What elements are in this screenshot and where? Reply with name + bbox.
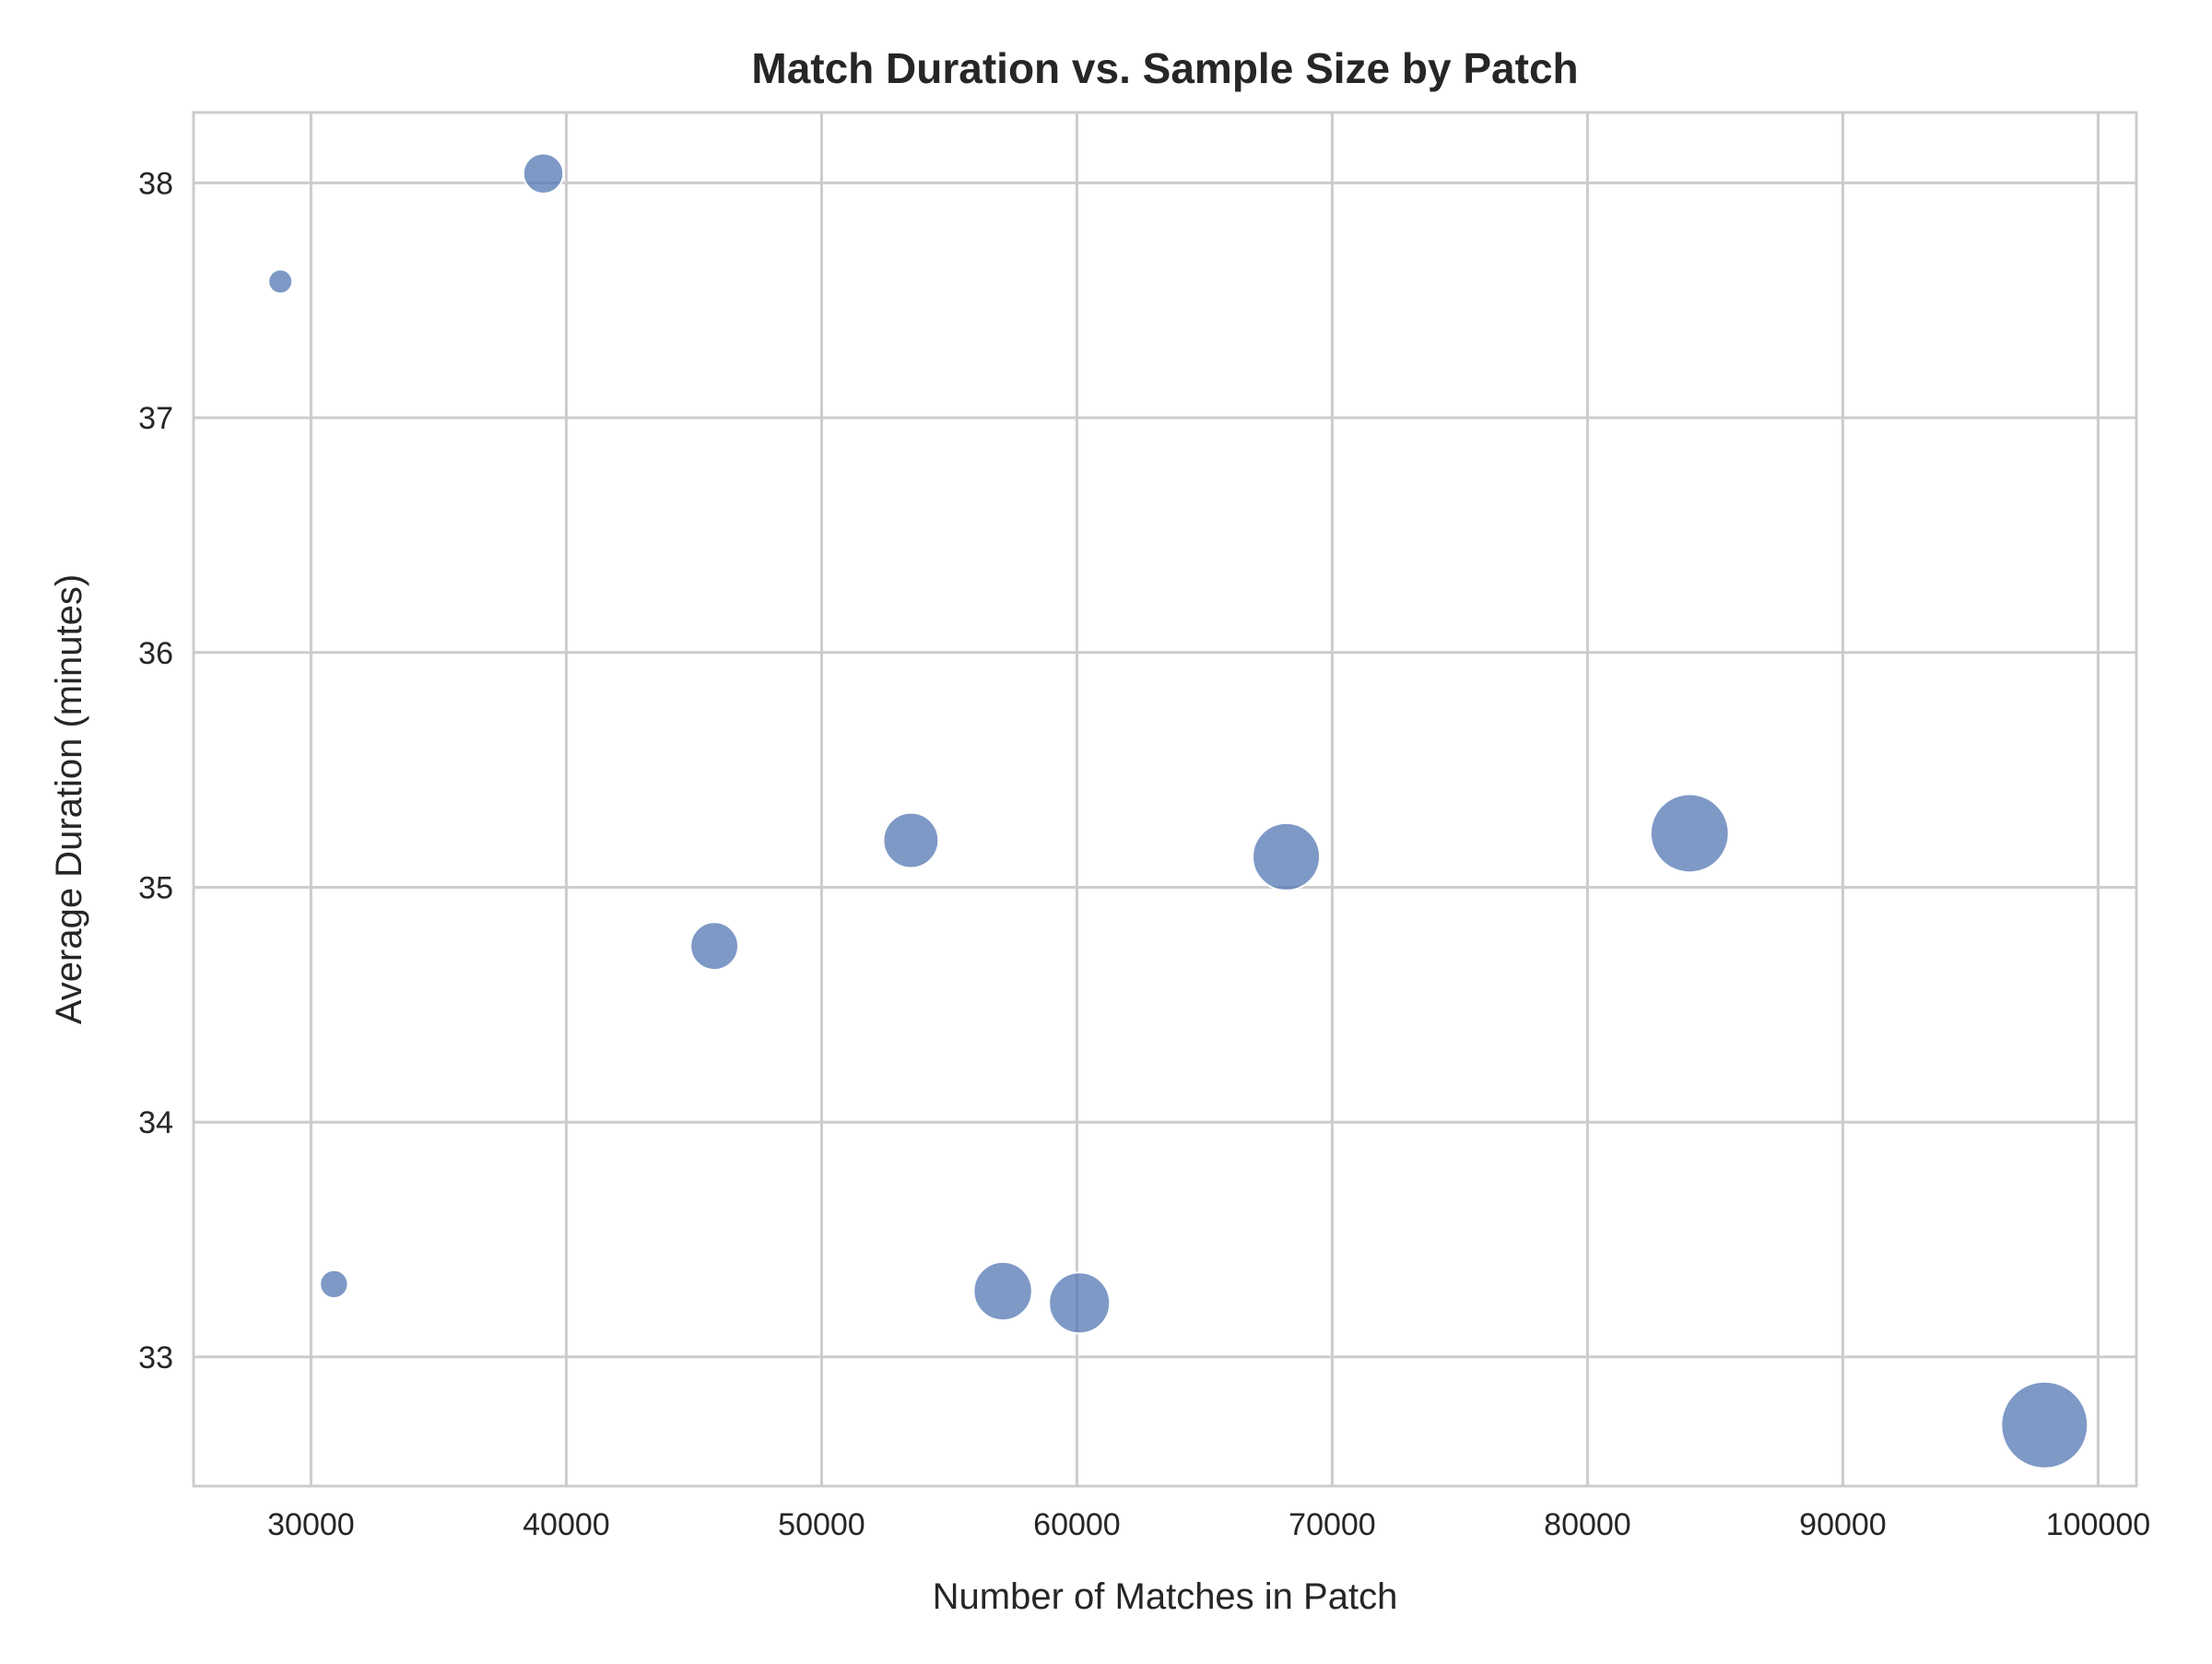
data-point-8 [1649,793,1730,874]
chart-title: Match Duration vs. Sample Size by Patch [751,44,1578,92]
x-tick-label: 80000 [1544,1507,1631,1542]
x-tick-label: 90000 [1799,1507,1887,1542]
data-point-6 [1048,1271,1112,1335]
y-axis-label: Average Duration (minutes) [49,574,89,1024]
x-tick-label: 40000 [523,1507,610,1542]
points-layer [267,152,2089,1469]
y-tick-label: 38 [138,166,173,201]
data-point-4 [882,811,940,869]
y-tick-label: 37 [138,401,173,436]
data-point-9 [2000,1380,2089,1469]
x-tick-label: 60000 [1033,1507,1121,1542]
x-tick-label: 50000 [778,1507,865,1542]
y-tick-label: 35 [138,871,173,906]
data-point-5 [972,1260,1033,1322]
y-tick-label: 34 [138,1105,173,1140]
x-tick-label: 30000 [267,1507,355,1542]
data-point-1 [319,1269,349,1300]
plot-frame [192,111,2138,1488]
data-point-2 [522,152,565,195]
data-point-0 [267,268,294,295]
y-tick-label: 33 [138,1340,173,1375]
x-axis-label: Number of Matches in Patch [933,1576,1398,1617]
x-tick-label: 70000 [1288,1507,1376,1542]
grid-layer [194,112,2136,1486]
data-point-3 [689,921,739,972]
ticks-layer: 30000 40000 50000 60000 70000 80000 90000 10000… [138,166,2150,1542]
data-point-7 [1252,821,1322,891]
y-tick-label: 36 [138,636,173,671]
x-tick-label: 100000 [2046,1507,2150,1542]
